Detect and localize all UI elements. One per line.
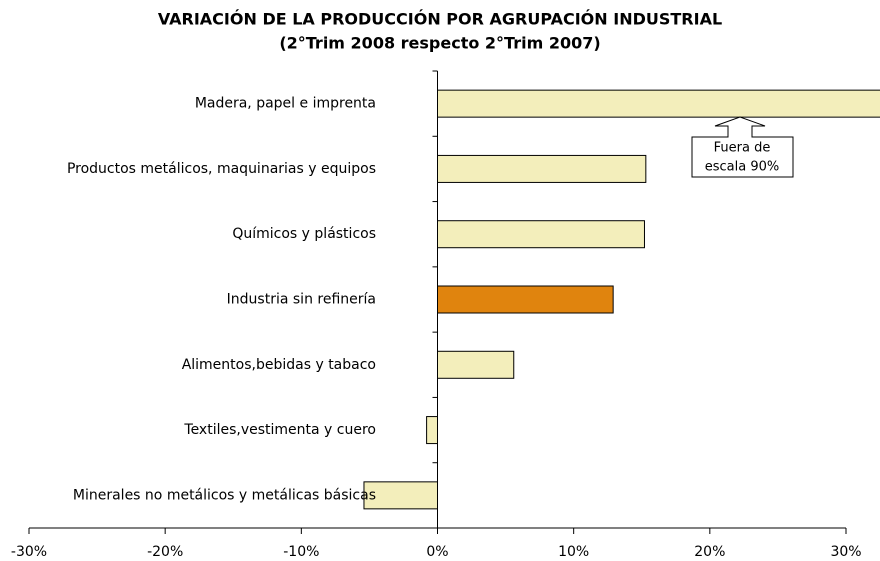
- annotation: Fuera de: [714, 141, 771, 156]
- y-tick-label: Textiles,vestimenta y cuero: [183, 422, 376, 438]
- bar: [437, 154, 647, 183]
- x-tick-label: 30%: [830, 544, 861, 560]
- y-tick-label: Minerales no metálicos y metálicas básic…: [73, 487, 376, 503]
- y-tick-label: Químicos y plásticos: [232, 226, 376, 242]
- y-tick-label: Alimentos,bebidas y tabaco: [182, 357, 376, 373]
- y-tick-label: Madera, papel e imprenta: [195, 96, 376, 112]
- chart-subtitle: (2°Trim 2008 respecto 2°Trim 2007): [279, 34, 600, 53]
- y-tick-label: Productos metálicos, maquinarias y equip…: [67, 161, 376, 177]
- bar: [437, 285, 614, 314]
- bars: [363, 89, 880, 510]
- x-tick-label: -30%: [11, 544, 47, 560]
- bar: [426, 416, 438, 445]
- x-tick-label: 20%: [694, 544, 725, 560]
- bar: [437, 89, 880, 118]
- x-tick-label: 10%: [558, 544, 589, 560]
- x-tick-label: 0%: [426, 544, 448, 560]
- bar: [437, 350, 515, 379]
- x-tick-label: -20%: [147, 544, 183, 560]
- callout: [691, 116, 794, 178]
- chart-title: VARIACIÓN DE LA PRODUCCIÓN POR AGRUPACIÓ…: [158, 10, 722, 29]
- y-tick-label: Industria sin refinería: [227, 292, 376, 308]
- x-tick-label: -10%: [283, 544, 319, 560]
- bar: [437, 220, 645, 249]
- annotation: escala 90%: [705, 160, 780, 175]
- bar: [363, 481, 438, 510]
